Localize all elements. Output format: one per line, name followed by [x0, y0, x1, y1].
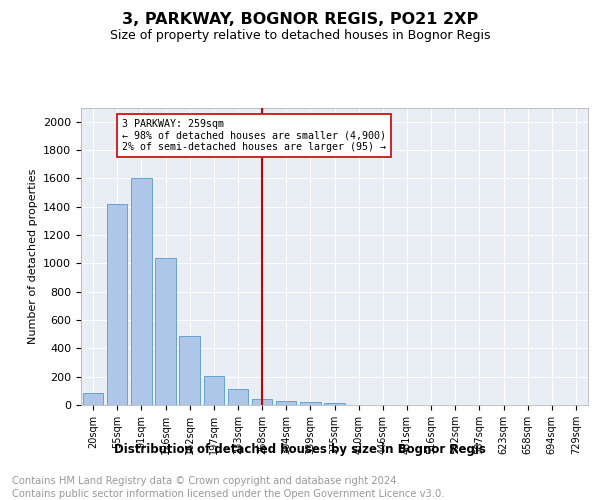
Bar — [131, 178, 152, 405]
Text: 3, PARKWAY, BOGNOR REGIS, PO21 2XP: 3, PARKWAY, BOGNOR REGIS, PO21 2XP — [122, 12, 478, 28]
Bar — [300, 402, 320, 405]
Bar — [155, 258, 176, 405]
Bar — [107, 204, 127, 405]
Bar — [179, 336, 200, 405]
Bar — [203, 376, 224, 405]
Text: Contains public sector information licensed under the Open Government Licence v3: Contains public sector information licen… — [12, 489, 445, 499]
Bar — [324, 403, 345, 405]
Bar — [227, 390, 248, 405]
Text: Contains HM Land Registry data © Crown copyright and database right 2024.: Contains HM Land Registry data © Crown c… — [12, 476, 400, 486]
Text: Size of property relative to detached houses in Bognor Regis: Size of property relative to detached ho… — [110, 29, 490, 42]
Bar — [252, 398, 272, 405]
Bar — [276, 401, 296, 405]
Text: 3 PARKWAY: 259sqm
← 98% of detached houses are smaller (4,900)
2% of semi-detach: 3 PARKWAY: 259sqm ← 98% of detached hous… — [122, 119, 386, 152]
Text: Distribution of detached houses by size in Bognor Regis: Distribution of detached houses by size … — [114, 442, 486, 456]
Bar — [83, 393, 103, 405]
Y-axis label: Number of detached properties: Number of detached properties — [28, 168, 38, 344]
